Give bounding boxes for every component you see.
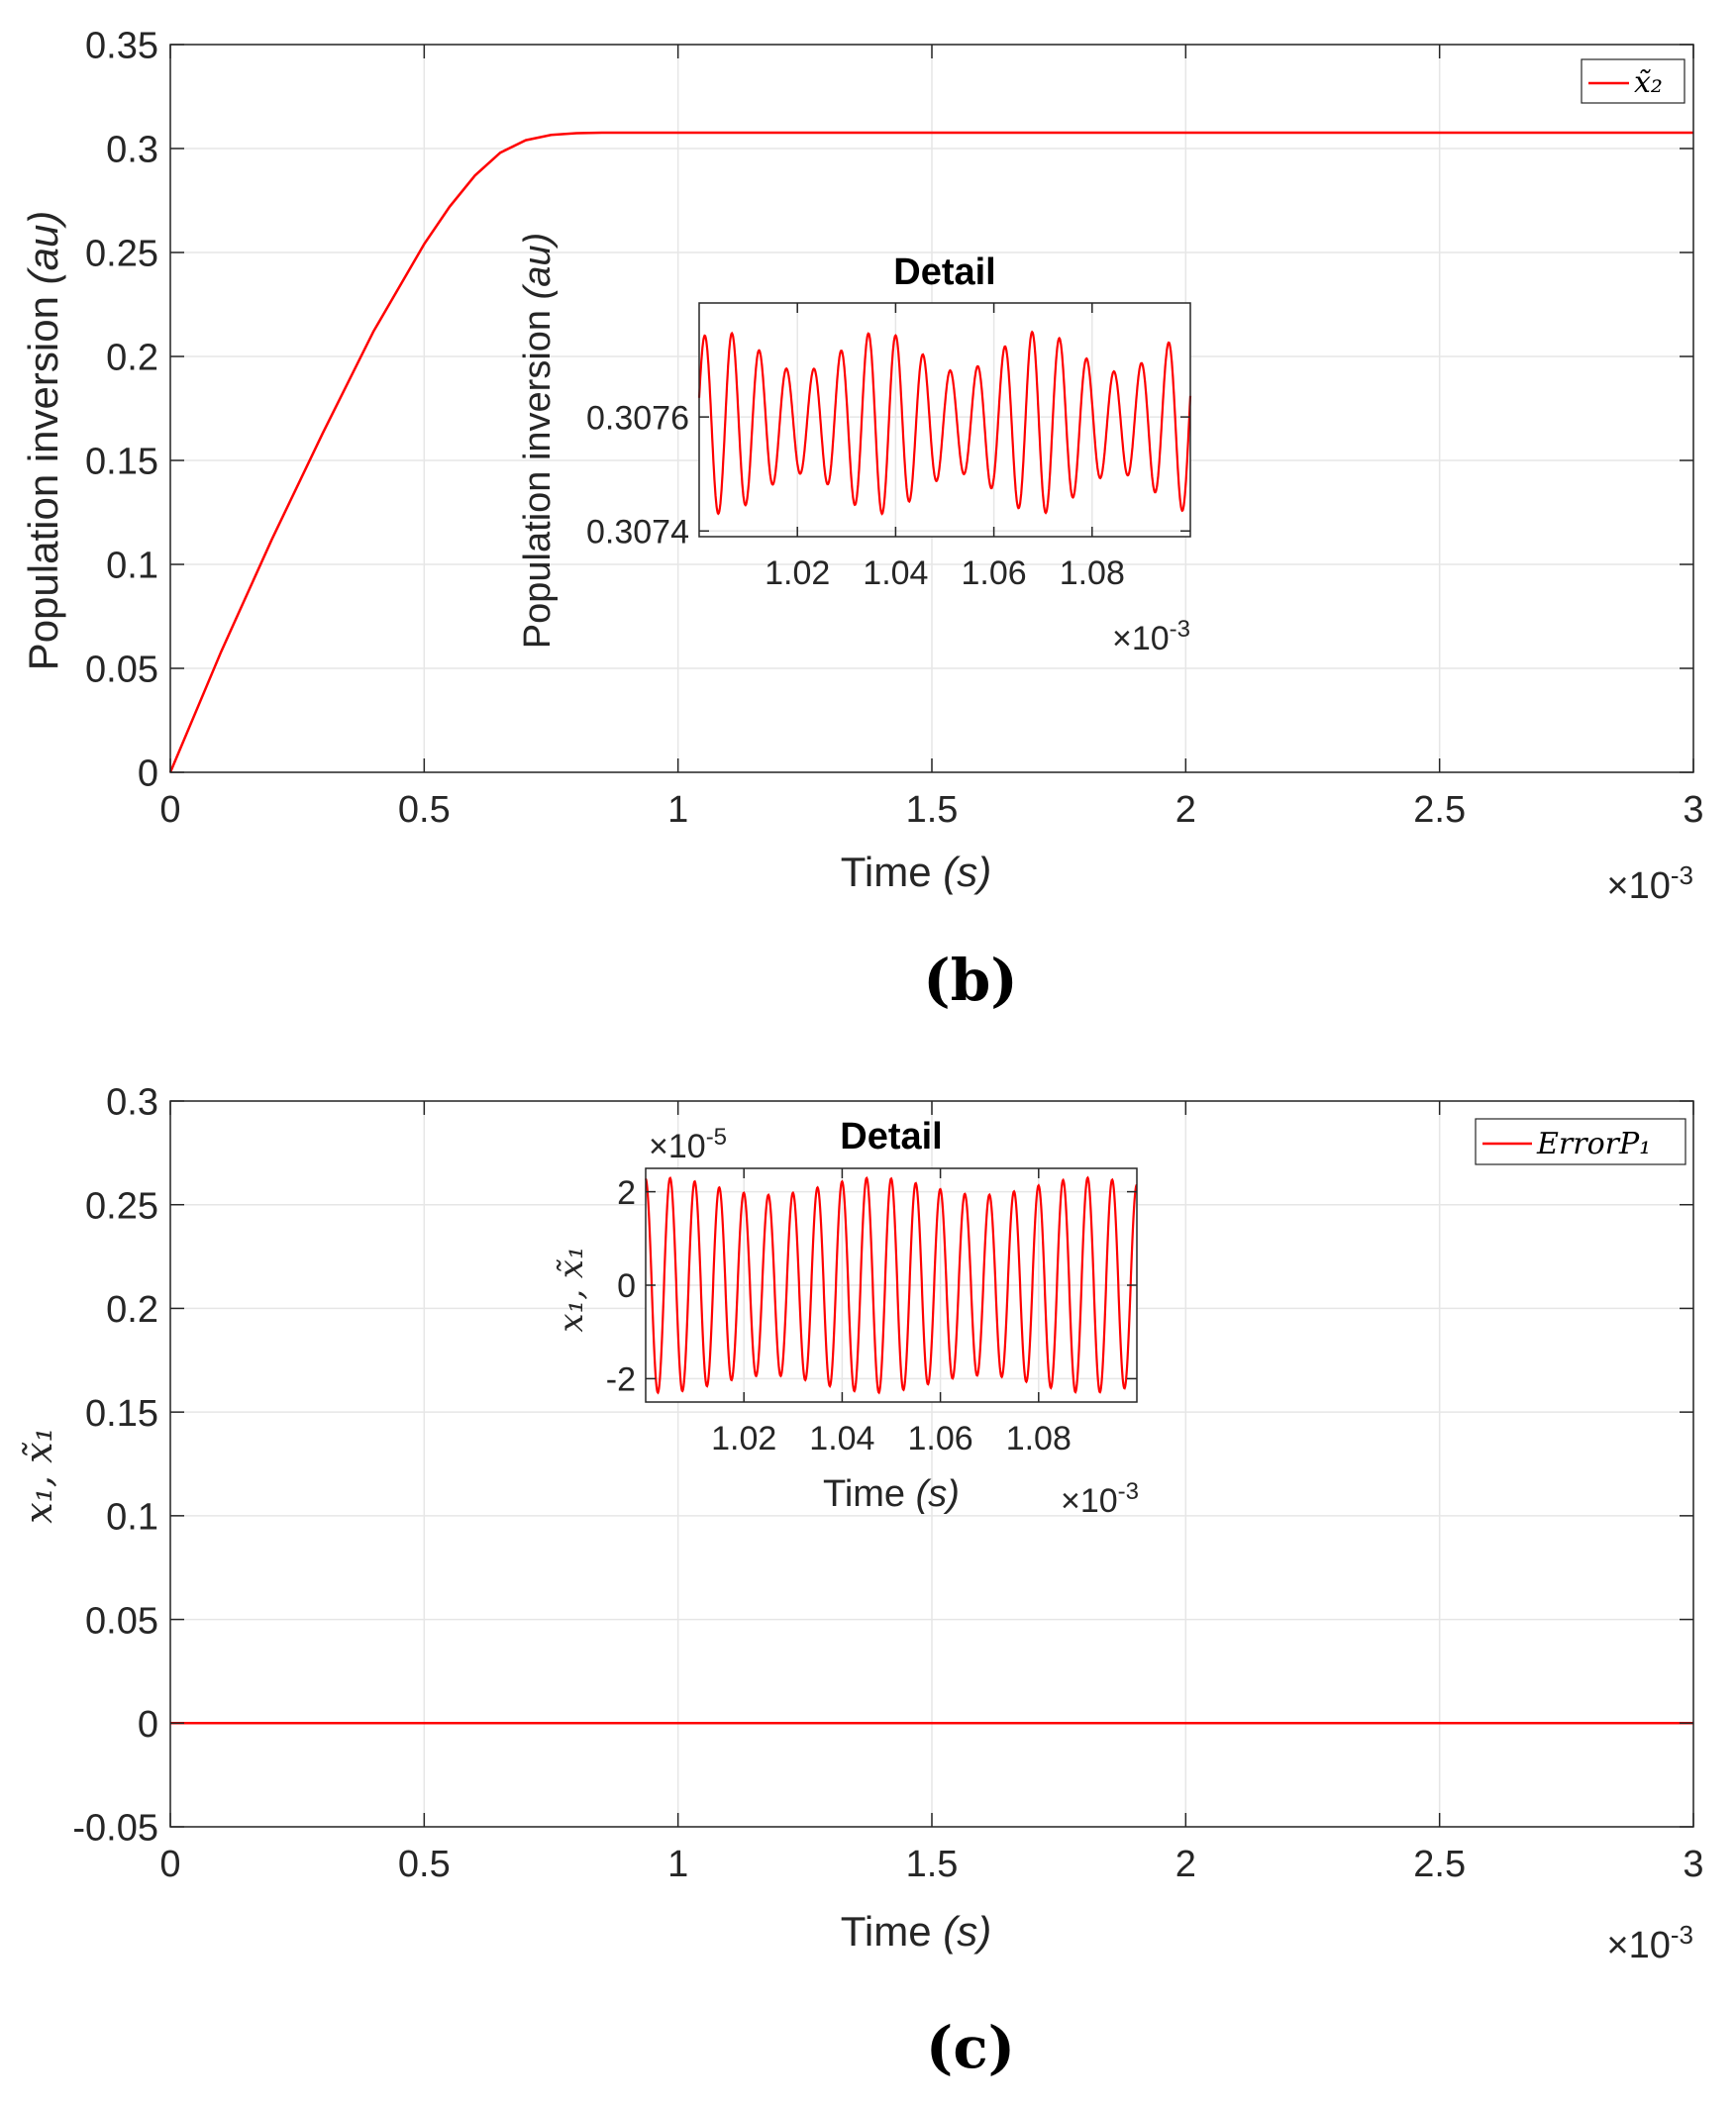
b-inset-ytick-label: 0.3074 bbox=[586, 513, 689, 551]
b-inset: 1.02 1.04 1.06 1.08 0.3074 0.3076 Detail Popu… bbox=[517, 233, 1192, 657]
b-ticks: 0 0.5 1 1.5 2 2.5 3 0 0.05 0.1 0.15 0.2 0.25 0.3 0.35 bbox=[85, 26, 1704, 831]
c-ytick-label: 0.2 bbox=[106, 1289, 158, 1331]
panel-label-c: (c) bbox=[926, 2014, 1015, 2081]
c-xtick-label: 0 bbox=[159, 1844, 180, 1885]
b-inset-xtick-label: 1.08 bbox=[1060, 554, 1125, 592]
c-xtick-label: 1.5 bbox=[906, 1844, 959, 1885]
c-xtick-label: 2 bbox=[1175, 1844, 1196, 1885]
c-xtick-label: 0.5 bbox=[398, 1844, 451, 1885]
b-xlabel: Time (s) bbox=[841, 849, 991, 895]
b-xtick-label: 1 bbox=[667, 789, 688, 831]
c-inset-xtick-label: 1.06 bbox=[908, 1420, 973, 1457]
c-inset-xtick-label: 1.02 bbox=[711, 1420, 776, 1457]
b-ylabel: Population inversion (au) bbox=[20, 211, 66, 671]
b-inset-ylabel: Population inversion (au) bbox=[517, 233, 559, 649]
c-inset-series-line bbox=[644, 1175, 1138, 1395]
c-inset-ytick-label: -2 bbox=[606, 1361, 636, 1399]
c-ylabel: x₁, x̃₁ bbox=[17, 1427, 60, 1524]
panel-label-b: (b) bbox=[923, 947, 1017, 1014]
b-ytick-label: 0.05 bbox=[85, 650, 158, 691]
c-xtick-label: 1 bbox=[667, 1844, 688, 1885]
c-inset-grid bbox=[646, 1168, 1137, 1402]
b-ytick-label: 0.25 bbox=[85, 234, 158, 275]
c-ytick-label: 0.05 bbox=[85, 1600, 158, 1642]
b-ytick-label: 0.35 bbox=[85, 26, 158, 67]
c-inset-ticks: 1.02 1.04 1.06 1.08 -2 0 2 bbox=[606, 1168, 1137, 1457]
c-ytick-label: 0.15 bbox=[85, 1393, 158, 1435]
c-inset-xlabel: Time (s) bbox=[823, 1473, 960, 1515]
c-inset-ylabel: x₁, x̃₁ bbox=[552, 1246, 591, 1332]
b-ytick-label: 0 bbox=[138, 753, 158, 795]
c-ytick-label: -0.05 bbox=[72, 1808, 158, 1850]
b-ytick-label: 0.15 bbox=[85, 442, 158, 483]
c-inset-xtick-label: 1.08 bbox=[1006, 1420, 1072, 1457]
b-xtick-label: 3 bbox=[1683, 789, 1703, 831]
chart-c: 0 0.5 1 1.5 2 2.5 3-0.0500.050.10.150.20.250.3… bbox=[17, 1082, 1704, 2081]
b-legend-label: x̃₂ bbox=[1634, 65, 1663, 100]
c-ytick-label: 0.25 bbox=[85, 1185, 158, 1227]
b-inset-frame bbox=[698, 302, 1191, 538]
b-xtick-label: 0.5 bbox=[398, 789, 451, 831]
b-inset-ytick-label: 0.3076 bbox=[586, 399, 689, 437]
c-ytick-label: 0 bbox=[138, 1704, 158, 1746]
b-ytick-label: 0.2 bbox=[106, 338, 158, 379]
c-ytick-label: 0.3 bbox=[106, 1082, 158, 1124]
b-inset-ticks: 1.02 1.04 1.06 1.08 0.3074 0.3076 bbox=[586, 303, 1190, 592]
b-grid bbox=[169, 44, 1694, 773]
c-inset-xtick-label: 1.04 bbox=[809, 1420, 874, 1457]
c-ytick-label: 0.1 bbox=[106, 1497, 158, 1539]
b-series bbox=[168, 131, 1693, 773]
c-xtick-label: 2.5 bbox=[1413, 1844, 1466, 1885]
c-legend: ErrorP₁ bbox=[1475, 1118, 1686, 1165]
c-inset-series bbox=[644, 1175, 1138, 1395]
c-inset-y-exponent: ×10-5 bbox=[649, 1124, 727, 1165]
b-inset-series-line bbox=[697, 330, 1192, 516]
c-inset-ytick-label: 0 bbox=[617, 1267, 636, 1305]
b-xtick-label: 1.5 bbox=[906, 789, 959, 831]
c-legend-label: ErrorP₁ bbox=[1536, 1127, 1651, 1161]
c-xlabel: Time (s) bbox=[841, 1908, 991, 1955]
b-ytick-label: 0.1 bbox=[106, 546, 158, 587]
b-inset-xtick-label: 1.02 bbox=[765, 554, 830, 592]
c-inset-ytick-label: 2 bbox=[617, 1174, 636, 1212]
b-xtick-label: 2 bbox=[1175, 789, 1196, 831]
c-inset-x-exponent: ×10-3 bbox=[1061, 1478, 1139, 1520]
c-inset: 1.02 1.04 1.06 1.08 -2 0 2 Detail ×10-5 x₁, x̃… bbox=[552, 1116, 1139, 1520]
b-x-exponent: ×10-3 bbox=[1606, 860, 1693, 907]
b-inset-title: Detail bbox=[893, 251, 995, 293]
b-inset-xtick-label: 1.06 bbox=[962, 554, 1027, 592]
b-inset-x-exponent: ×10-3 bbox=[1112, 616, 1190, 657]
b-legend: x̃₂ bbox=[1581, 58, 1685, 104]
b-ytick-label: 0.3 bbox=[106, 130, 158, 171]
b-series-line bbox=[168, 131, 1693, 773]
c-xtick-label: 3 bbox=[1683, 1844, 1703, 1885]
b-inset-series bbox=[697, 330, 1192, 516]
c-inset-title: Detail bbox=[840, 1116, 942, 1157]
b-xtick-label: 2.5 bbox=[1413, 789, 1466, 831]
b-xtick-label: 0 bbox=[159, 789, 180, 831]
chart-b: 0 0.5 1 1.5 2 2.5 300.050.10.150.20.250.30.35 … bbox=[20, 26, 1704, 1014]
c-x-exponent: ×10-3 bbox=[1606, 1920, 1693, 1966]
b-inset-xtick-label: 1.04 bbox=[863, 554, 928, 592]
